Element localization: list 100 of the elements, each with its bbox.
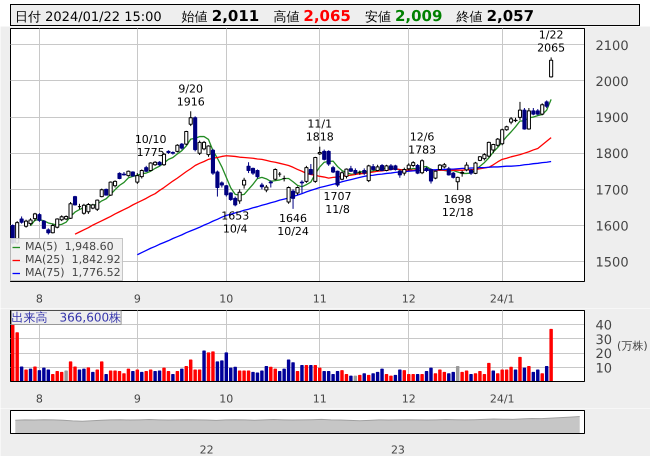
text: 安値 2,009 bbox=[364, 7, 442, 25]
bar bbox=[180, 368, 184, 382]
bar bbox=[211, 351, 215, 382]
bar bbox=[246, 370, 250, 382]
bar bbox=[549, 328, 553, 382]
annotation: 1646 10/24 bbox=[277, 212, 309, 238]
candlestick bbox=[290, 188, 296, 210]
candlestick bbox=[300, 180, 304, 194]
bar bbox=[198, 370, 202, 382]
bar bbox=[68, 361, 72, 382]
bar bbox=[354, 376, 358, 382]
bar bbox=[420, 374, 424, 382]
candlestick bbox=[184, 130, 188, 146]
bar bbox=[411, 374, 415, 382]
bar bbox=[113, 370, 117, 382]
candlestick bbox=[206, 144, 211, 158]
candlestick bbox=[526, 108, 531, 130]
bar bbox=[434, 373, 438, 382]
bar bbox=[78, 370, 82, 382]
bar bbox=[456, 366, 460, 382]
bar bbox=[540, 373, 544, 382]
y-tick-label: 20 bbox=[596, 347, 612, 362]
bar bbox=[131, 371, 135, 382]
bar bbox=[478, 371, 482, 382]
y-tick-label: 30 bbox=[596, 332, 612, 348]
bar bbox=[522, 368, 526, 382]
y-tick-label: 40 bbox=[596, 318, 612, 334]
bar bbox=[464, 370, 468, 382]
candlestick bbox=[335, 170, 340, 188]
text: 終値 2,057 bbox=[456, 7, 534, 25]
y-tick-label: 1500 bbox=[596, 256, 629, 271]
bar bbox=[136, 370, 140, 382]
line-series bbox=[136, 160, 552, 256]
bar bbox=[532, 372, 536, 382]
candlestick bbox=[108, 180, 113, 196]
bar bbox=[60, 372, 64, 382]
bar bbox=[202, 350, 206, 382]
candlestick bbox=[148, 162, 153, 172]
candlestick bbox=[246, 162, 251, 174]
bar bbox=[309, 364, 313, 382]
annotation: 10/10 1775 bbox=[134, 133, 167, 160]
chart-title: 日付 2024/01/22 15:00 bbox=[15, 10, 162, 25]
candlestick bbox=[464, 162, 469, 172]
x-tick-label: 12 bbox=[402, 392, 416, 406]
bar bbox=[166, 371, 170, 382]
bar bbox=[38, 370, 42, 382]
candlestick bbox=[366, 164, 371, 183]
candlestick bbox=[540, 102, 544, 116]
x-tick-label: 9 bbox=[134, 292, 141, 306]
candlestick bbox=[473, 161, 478, 175]
bar bbox=[269, 366, 273, 382]
x-tick-label: 10 bbox=[219, 392, 234, 406]
candlestick bbox=[340, 170, 344, 181]
y-tick-label: 1900 bbox=[596, 111, 629, 126]
x-tick-label: 9 bbox=[134, 392, 141, 406]
bar bbox=[300, 364, 304, 382]
bar bbox=[389, 376, 393, 382]
annotation: 11/1 1818 bbox=[306, 118, 334, 144]
bar bbox=[24, 370, 28, 382]
x-tick-label: 8 bbox=[36, 392, 43, 406]
x-tick-label: 23 bbox=[390, 444, 405, 456]
x-tick-label: 11 bbox=[312, 392, 327, 406]
y-axis-title: (万株) bbox=[617, 340, 648, 352]
y-tick-label: 10 bbox=[596, 361, 612, 376]
candlestick bbox=[198, 140, 202, 156]
y-tick-label: 1700 bbox=[596, 183, 629, 198]
bar bbox=[447, 373, 451, 382]
bar bbox=[100, 361, 104, 382]
y-tick-label: 2100 bbox=[596, 38, 629, 54]
x-tick-label: 22 bbox=[200, 444, 214, 456]
annotation: 1/22 2065 bbox=[537, 28, 566, 54]
annotation: 1698 12/18 bbox=[442, 193, 474, 220]
bar bbox=[20, 366, 24, 382]
candlestick bbox=[518, 101, 522, 120]
candlestick bbox=[522, 108, 526, 130]
candlestick bbox=[322, 149, 326, 161]
candlestick bbox=[428, 168, 434, 184]
candlestick bbox=[549, 56, 554, 78]
y-tick-label: 1600 bbox=[596, 219, 629, 234]
x-tick-label: 24/1 bbox=[490, 392, 515, 406]
bar bbox=[380, 368, 384, 382]
bar bbox=[344, 374, 348, 382]
bar bbox=[291, 362, 295, 382]
bar bbox=[86, 367, 90, 382]
bar bbox=[336, 371, 340, 382]
bar bbox=[64, 370, 68, 382]
candlestick bbox=[238, 188, 242, 204]
bar bbox=[349, 376, 353, 382]
x-tick-label: 10 bbox=[219, 292, 234, 306]
x-tick-label: 24/1 bbox=[490, 292, 515, 306]
candlestick bbox=[416, 164, 420, 175]
bar bbox=[492, 370, 496, 382]
bar bbox=[171, 374, 175, 382]
bar bbox=[424, 371, 428, 382]
candlestick bbox=[456, 176, 460, 191]
bar bbox=[148, 370, 152, 382]
bar bbox=[314, 364, 318, 382]
bar bbox=[366, 374, 370, 382]
bar bbox=[33, 366, 37, 382]
candlestick bbox=[286, 186, 291, 204]
